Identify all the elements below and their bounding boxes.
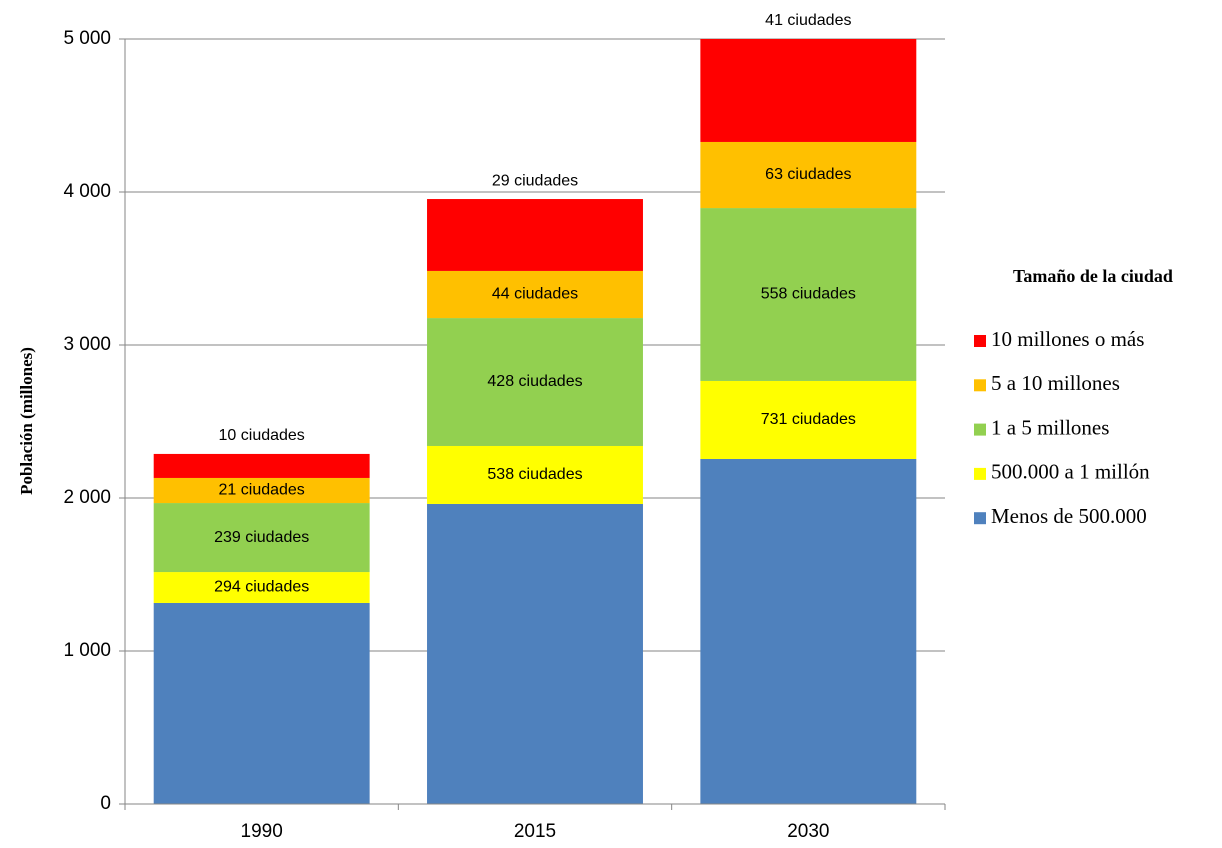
bar-segment: [153, 453, 370, 478]
bar-segment: [153, 477, 370, 504]
legend-label: 10 millones o más: [991, 327, 1144, 351]
bar-segment: [427, 318, 643, 446]
bar-segment: [700, 458, 917, 804]
y-tick-label: 5 000: [63, 28, 111, 49]
y-tick-label: 4 000: [63, 181, 111, 202]
data-label: 558 ciudades: [761, 286, 856, 303]
data-label: 21 ciudades: [219, 482, 305, 499]
legend-swatch: [974, 423, 986, 436]
legend-title: Tamaño de la ciudad: [1013, 266, 1173, 286]
legend-label: Menos de 500.000: [991, 504, 1147, 528]
x-tick-label: 2015: [514, 821, 556, 842]
bar-segment: [700, 208, 917, 381]
legend-label: 5 a 10 millones: [991, 371, 1120, 395]
data-label: 63 ciudades: [765, 166, 851, 183]
legend-swatch: [974, 512, 986, 525]
data-label: 41 ciudades: [765, 12, 851, 29]
x-tick-label: 1990: [241, 821, 283, 842]
y-tick-label: 2 000: [63, 487, 111, 508]
x-tick-label: 2030: [787, 821, 829, 842]
data-label: 10 ciudades: [219, 427, 305, 444]
bar-segment: [427, 503, 643, 804]
bar-segment: [700, 380, 917, 459]
bar-segment: [427, 199, 643, 271]
data-label: 428 ciudades: [487, 373, 582, 390]
legend-swatch: [974, 467, 986, 480]
legend-swatch: [974, 335, 986, 347]
bar-segment: [153, 602, 370, 804]
bar-segment: [700, 39, 917, 142]
y-tick-label: 0: [100, 793, 111, 814]
data-label: 44 ciudades: [492, 286, 578, 303]
bar-segment: [427, 270, 643, 319]
bar-segment: [427, 445, 643, 504]
bar-segment: [700, 141, 917, 209]
legend-label: 500.000 a 1 millón: [991, 460, 1150, 484]
y-tick-label: 1 000: [63, 640, 111, 661]
bar-segment: [153, 572, 370, 603]
y-axis-label: Población (millones): [17, 347, 36, 495]
legend-swatch: [974, 379, 986, 392]
data-label: 239 ciudades: [214, 529, 309, 546]
bar-segment: [153, 503, 370, 573]
data-label: 538 ciudades: [487, 466, 582, 483]
data-label: 294 ciudades: [214, 579, 309, 596]
data-label: 29 ciudades: [492, 172, 578, 189]
data-label: 731 ciudades: [761, 411, 856, 428]
y-tick-label: 3 000: [63, 334, 111, 355]
legend-label: 1 a 5 millones: [991, 415, 1109, 439]
